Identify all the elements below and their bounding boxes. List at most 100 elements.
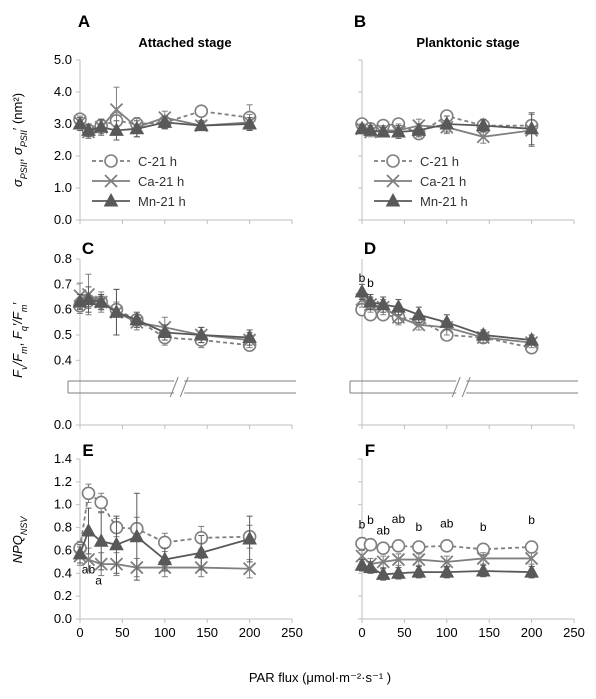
data-point xyxy=(391,299,406,313)
axis-break-slash xyxy=(451,376,461,398)
data-point xyxy=(242,562,257,576)
data-point xyxy=(363,537,378,552)
y-tick-label: 1.0 xyxy=(54,497,72,512)
y-tick-label: 0.4 xyxy=(54,565,72,580)
y-tick-label: 1.0 xyxy=(54,180,72,195)
significance-label: b xyxy=(367,276,374,290)
data-point xyxy=(375,296,391,311)
series-Mn-21 h xyxy=(354,283,539,346)
significance-label: b xyxy=(367,513,374,527)
data-point xyxy=(354,557,370,571)
data-point xyxy=(412,552,426,567)
x-tick-label: 250 xyxy=(281,625,303,640)
data-point xyxy=(109,122,124,136)
data-point xyxy=(242,115,257,130)
series-Mn-21 h xyxy=(354,557,539,581)
legend-marker xyxy=(386,154,400,168)
x-tick-label: 50 xyxy=(397,625,411,640)
data-point xyxy=(363,294,378,308)
y-tick-label: 0.6 xyxy=(54,302,72,317)
data-point xyxy=(439,564,455,578)
panel-E: E 0.0 0.2 0.4 0.6 0.8 1.0 1.2 1.4 aba xyxy=(54,441,257,626)
legend-marker xyxy=(104,174,118,188)
data-point xyxy=(93,294,109,308)
legend-entry: Ca-21 h xyxy=(92,174,184,189)
significance-label: b xyxy=(480,520,487,534)
data-point xyxy=(363,559,378,574)
data-point xyxy=(391,310,406,324)
axis-break-gap xyxy=(456,377,467,397)
significance-label: ab xyxy=(82,562,96,576)
data-point xyxy=(109,304,124,318)
legend-marker xyxy=(386,174,400,188)
significance-label: b xyxy=(415,520,422,534)
legend-entry: Ca-21 h xyxy=(374,174,466,189)
data-point xyxy=(375,123,391,138)
data-point xyxy=(376,541,391,555)
data-point xyxy=(157,114,173,128)
data-point xyxy=(157,551,173,566)
data-point xyxy=(109,536,124,551)
axis-break-gap xyxy=(174,377,185,397)
series-Mn-21 h xyxy=(72,492,257,581)
x-tick-label: 100 xyxy=(436,625,458,640)
data-point xyxy=(412,318,426,332)
y-tick-label: 0.4 xyxy=(54,352,72,367)
data-point xyxy=(476,130,490,144)
series-Mn-21 h xyxy=(72,114,257,141)
panel-B: B C-21 h Ca-21 h Mn-21 h xyxy=(354,12,539,221)
data-point xyxy=(72,545,88,560)
legend-label: Mn-21 h xyxy=(138,194,186,209)
legend-marker xyxy=(385,192,401,207)
data-point xyxy=(363,122,378,136)
data-point xyxy=(440,555,454,569)
significance-label: b xyxy=(359,271,366,285)
ylabel-row1: σPSII, σPSII′ (nm²) xyxy=(10,93,29,187)
data-point xyxy=(129,120,145,135)
data-point xyxy=(157,324,173,338)
y-tick-label: 0.0 xyxy=(54,417,72,432)
significance-label: b xyxy=(359,518,366,532)
y-tick-label: 2.0 xyxy=(54,148,72,163)
stage-title-attached: Attached stage xyxy=(138,35,231,50)
significance-label: b xyxy=(528,513,535,527)
data-point xyxy=(439,539,454,553)
data-point xyxy=(524,120,539,135)
x-tick-label: 100 xyxy=(154,625,176,640)
data-point xyxy=(475,117,491,132)
significance-label: a xyxy=(95,574,102,588)
x-tick-label: 200 xyxy=(521,625,543,640)
series-C-21 h xyxy=(355,536,539,557)
data-point xyxy=(81,122,96,136)
data-point xyxy=(129,311,145,326)
data-point xyxy=(411,122,427,136)
data-point xyxy=(354,283,370,298)
data-point xyxy=(524,540,539,554)
significance-label: ab xyxy=(440,517,454,531)
legend-label: Ca-21 h xyxy=(138,174,184,189)
data-point xyxy=(391,552,406,567)
legend-marker xyxy=(104,154,118,168)
panel-letter: E xyxy=(82,441,93,460)
axis-break-slash xyxy=(179,376,189,398)
data-point xyxy=(81,291,96,306)
ylabel-row3: NPQNSV xyxy=(10,516,29,564)
x-tick-label: 150 xyxy=(196,625,218,640)
y-tick-label: 5.0 xyxy=(54,52,72,67)
data-point xyxy=(81,522,96,537)
legend-entry: C-21 h xyxy=(374,154,459,169)
x-tick-label: 200 xyxy=(239,625,261,640)
y-tick-label: 0.5 xyxy=(54,327,72,342)
data-point xyxy=(129,528,145,543)
y-tick-label: 0.6 xyxy=(54,542,72,557)
series-Mn-21 h xyxy=(72,286,257,346)
panel-letter: F xyxy=(365,441,375,460)
data-point xyxy=(439,314,455,328)
data-point xyxy=(109,102,124,117)
y-tick-label: 3.0 xyxy=(54,116,72,131)
data-point xyxy=(439,115,455,130)
y-tick-label: 1.2 xyxy=(54,474,72,489)
panel-letter: D xyxy=(364,239,376,258)
